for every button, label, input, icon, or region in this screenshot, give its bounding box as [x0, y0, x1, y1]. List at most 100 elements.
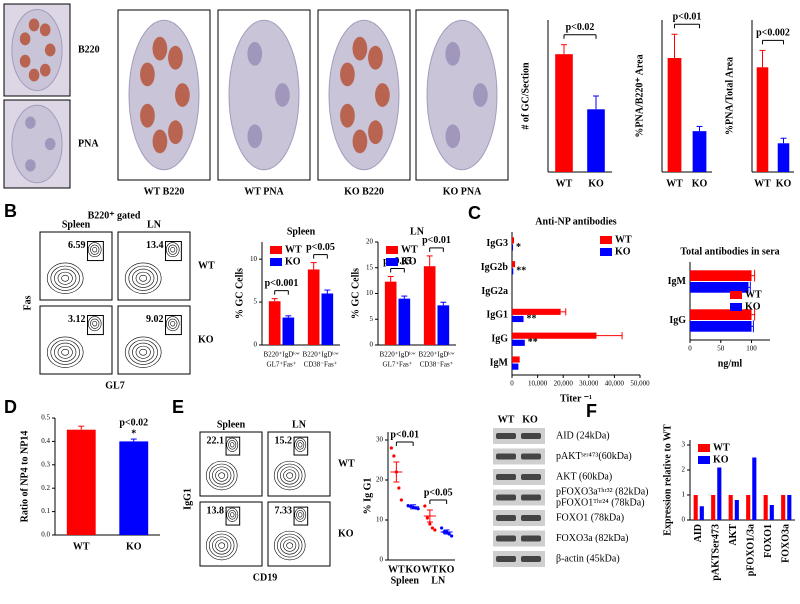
band-label: AID (24kDa): [556, 430, 610, 441]
y-axis-label: IgG1: [182, 488, 193, 510]
gate: [165, 241, 182, 262]
y-tick-label: 20: [376, 476, 384, 484]
follicle: [352, 36, 368, 61]
legend-swatch: [698, 456, 710, 464]
x-axis-label: ng/ml: [718, 358, 743, 369]
bar: [777, 143, 790, 172]
follicle: [28, 68, 40, 82]
band: [496, 494, 516, 501]
x-tick-label: WT: [422, 564, 439, 575]
data-point: [428, 522, 432, 526]
band: [496, 453, 516, 460]
contour: [294, 437, 307, 452]
p-value: p<0.05: [424, 487, 453, 498]
band: [496, 474, 516, 480]
data-point: [423, 504, 427, 508]
x-tick-label: KO: [588, 178, 604, 189]
follicle: [19, 32, 31, 46]
gate-value: 15.2: [275, 435, 293, 446]
band-label: FOXO1 (78kDa): [556, 512, 624, 523]
x-axis-label: CD19: [253, 572, 277, 583]
follicle: [44, 137, 56, 151]
image-label: KO PNA: [443, 186, 482, 197]
follicle: [25, 116, 36, 129]
band: [521, 474, 541, 480]
bar: [307, 269, 320, 345]
contour: [205, 530, 238, 561]
p-value: p<0.02: [566, 22, 595, 33]
image-label: PNA: [78, 138, 99, 149]
y-tick-label: IgG2b: [481, 262, 509, 273]
x-tick-label: KO: [405, 564, 421, 575]
follicle: [152, 36, 168, 61]
y-tick-label: 10: [250, 255, 258, 263]
y-tick-label: 0.1: [41, 507, 50, 515]
blot-strip: [493, 448, 545, 465]
data-point: [397, 486, 401, 490]
legend-swatch: [730, 303, 742, 311]
gate: [225, 436, 241, 456]
contour: [46, 262, 84, 294]
data-point: [392, 454, 396, 458]
image-label: KO B220: [344, 186, 384, 197]
y-tick-label: 0.3: [41, 460, 50, 468]
x-tick-label: WT: [556, 178, 573, 189]
follicle: [175, 83, 190, 107]
x-tick-label: B220⁺IgDˡᵒʷ: [303, 351, 339, 359]
legend-label: KO: [745, 301, 761, 312]
contour: [61, 274, 70, 282]
row-label: KO: [338, 528, 354, 539]
contour: [205, 460, 238, 491]
contour: [128, 265, 158, 291]
legend-label: WT: [713, 442, 730, 453]
legend-swatch: [600, 236, 612, 244]
contour: [54, 342, 77, 362]
lane-label: KO: [522, 414, 538, 425]
x-tick-label: KO: [776, 178, 792, 189]
follicle: [247, 124, 263, 149]
y-axis-label: % GC Cells: [350, 268, 361, 319]
contour: [283, 539, 297, 552]
contour: [128, 339, 158, 365]
contour: [218, 472, 226, 479]
follicle: [19, 54, 31, 68]
x-tick-label: CD38⁻Fas⁺: [304, 361, 338, 369]
image-label: WT PNA: [244, 186, 284, 197]
y-tick-label: 2: [682, 466, 686, 474]
y-axis-label: % Ig G1: [362, 478, 373, 515]
contour: [212, 536, 232, 555]
y-tick-label: 0.5: [41, 414, 50, 422]
row-label: KO: [198, 334, 214, 345]
bar: [587, 109, 605, 172]
contour: [215, 469, 229, 482]
contour: [57, 345, 73, 359]
bar: [752, 457, 757, 520]
contour: [273, 530, 306, 561]
y-tick-label: IgM: [490, 357, 509, 368]
tissue: [426, 19, 498, 171]
bar: [512, 332, 597, 339]
bar: [384, 281, 397, 345]
contour: [286, 542, 294, 549]
y-axis-label: %PNA/Total Area: [724, 57, 735, 135]
y-axis-label: # of GC/Section: [520, 62, 531, 130]
y-tick-label: 0: [254, 341, 258, 349]
bar: [555, 54, 573, 173]
significance: **: [527, 313, 537, 324]
p-value: p<0.01: [390, 429, 419, 440]
gate: [293, 506, 309, 526]
contour: [50, 339, 80, 365]
y-tick-label: 0.2: [41, 484, 50, 492]
contour: [226, 507, 239, 522]
follicle: [168, 120, 183, 145]
band: [496, 515, 516, 521]
tissue: [11, 104, 63, 184]
bar: [763, 495, 768, 520]
data-point: [416, 507, 420, 511]
contour: [280, 466, 300, 485]
contour: [54, 268, 77, 288]
bar: [667, 58, 682, 172]
contour: [61, 348, 70, 356]
bar: [756, 67, 769, 172]
